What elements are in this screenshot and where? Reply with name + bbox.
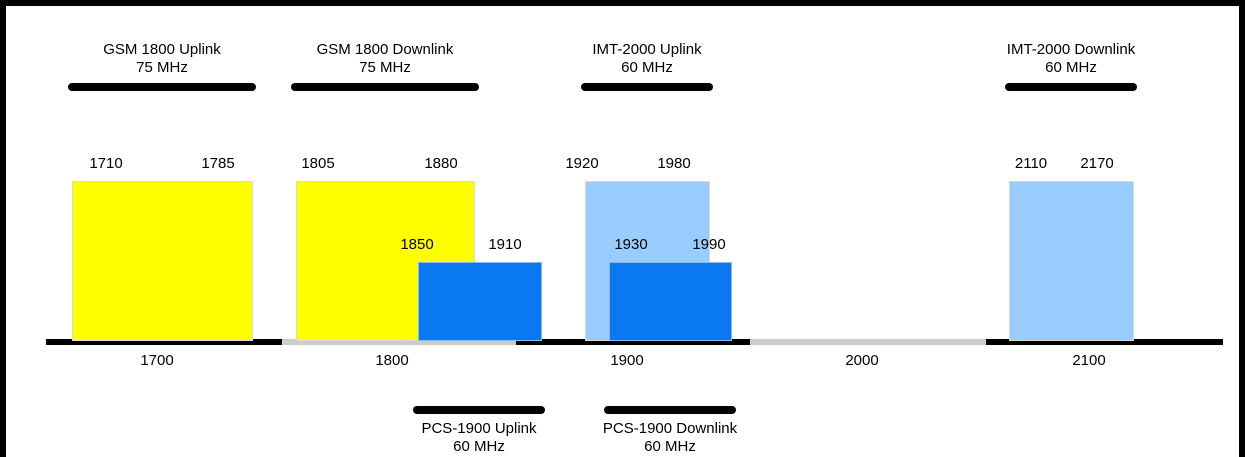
gsm-uplink-name: GSM 1800 Uplink (103, 41, 221, 58)
pcs-uplink-label: PCS-1900 Uplink 60 MHz (421, 420, 536, 456)
gsm-downlink-width: 75 MHz (359, 59, 411, 76)
pcs-uplink-lower-freq: 1850 (400, 236, 434, 253)
axis-tick-2100: 2100 (1072, 352, 1106, 369)
pcs-downlink-name: PCS-1900 Downlink (602, 420, 738, 437)
imt-uplink-label: IMT-2000 Uplink 60 MHz (592, 41, 701, 77)
pcs-uplink-width: 60 MHz (453, 438, 505, 455)
gsm-downlink-name: GSM 1800 Downlink (316, 41, 454, 58)
axis-segment-2000 (750, 339, 986, 345)
imt-downlink-band-line (1005, 83, 1137, 91)
axis-tick-1700: 1700 (140, 352, 174, 369)
gsm-uplink-label: GSM 1800 Uplink 75 MHz (103, 41, 221, 77)
pcs-downlink-upper-freq: 1990 (692, 236, 726, 253)
pcs-downlink-width: 60 MHz (644, 438, 696, 455)
axis-tick-1800: 1800 (375, 352, 409, 369)
pcs-downlink-band-line (604, 406, 736, 414)
pcs-uplink-name: PCS-1900 Uplink (421, 420, 537, 437)
axis-tick-2000: 2000 (845, 352, 879, 369)
gsm-uplink-band-line (68, 83, 256, 91)
imt-uplink-name: IMT-2000 Uplink (592, 41, 702, 58)
gsm-uplink-upper-freq: 1785 (201, 155, 235, 172)
gsm-downlink-upper-freq: 1880 (424, 155, 458, 172)
pcs-downlink-label: PCS-1900 Downlink 60 MHz (603, 420, 737, 456)
imt-uplink-lower-freq: 1920 (565, 155, 599, 172)
gsm-uplink-block (72, 181, 253, 341)
imt-downlink-upper-freq: 2170 (1080, 155, 1114, 172)
imt-uplink-upper-freq: 1980 (657, 155, 691, 172)
axis-segment-1900 (516, 339, 750, 345)
gsm-uplink-width: 75 MHz (136, 59, 188, 76)
gsm-downlink-band-line (291, 83, 479, 91)
gsm-downlink-label: GSM 1800 Downlink 75 MHz (317, 41, 454, 77)
imt-uplink-band-line (581, 83, 713, 91)
axis-segment-1700 (46, 339, 282, 345)
gsm-uplink-lower-freq: 1710 (89, 155, 123, 172)
pcs-uplink-upper-freq: 1910 (488, 236, 522, 253)
pcs-downlink-block (609, 262, 732, 341)
axis-segment-1800 (282, 339, 516, 345)
imt-downlink-name: IMT-2000 Downlink (1006, 41, 1136, 58)
pcs-uplink-band-line (413, 406, 545, 414)
imt-downlink-width: 60 MHz (1045, 59, 1097, 76)
pcs-downlink-lower-freq: 1930 (614, 236, 648, 253)
imt-uplink-width: 60 MHz (621, 59, 673, 76)
imt-downlink-label: IMT-2000 Downlink 60 MHz (1007, 41, 1135, 77)
pcs-uplink-block (418, 262, 542, 341)
imt-downlink-lower-freq: 2110 (1014, 155, 1048, 172)
gsm-downlink-lower-freq: 1805 (301, 155, 335, 172)
axis-segment-2100 (986, 339, 1223, 345)
imt-downlink-block (1009, 181, 1134, 341)
axis-tick-1900: 1900 (610, 352, 644, 369)
